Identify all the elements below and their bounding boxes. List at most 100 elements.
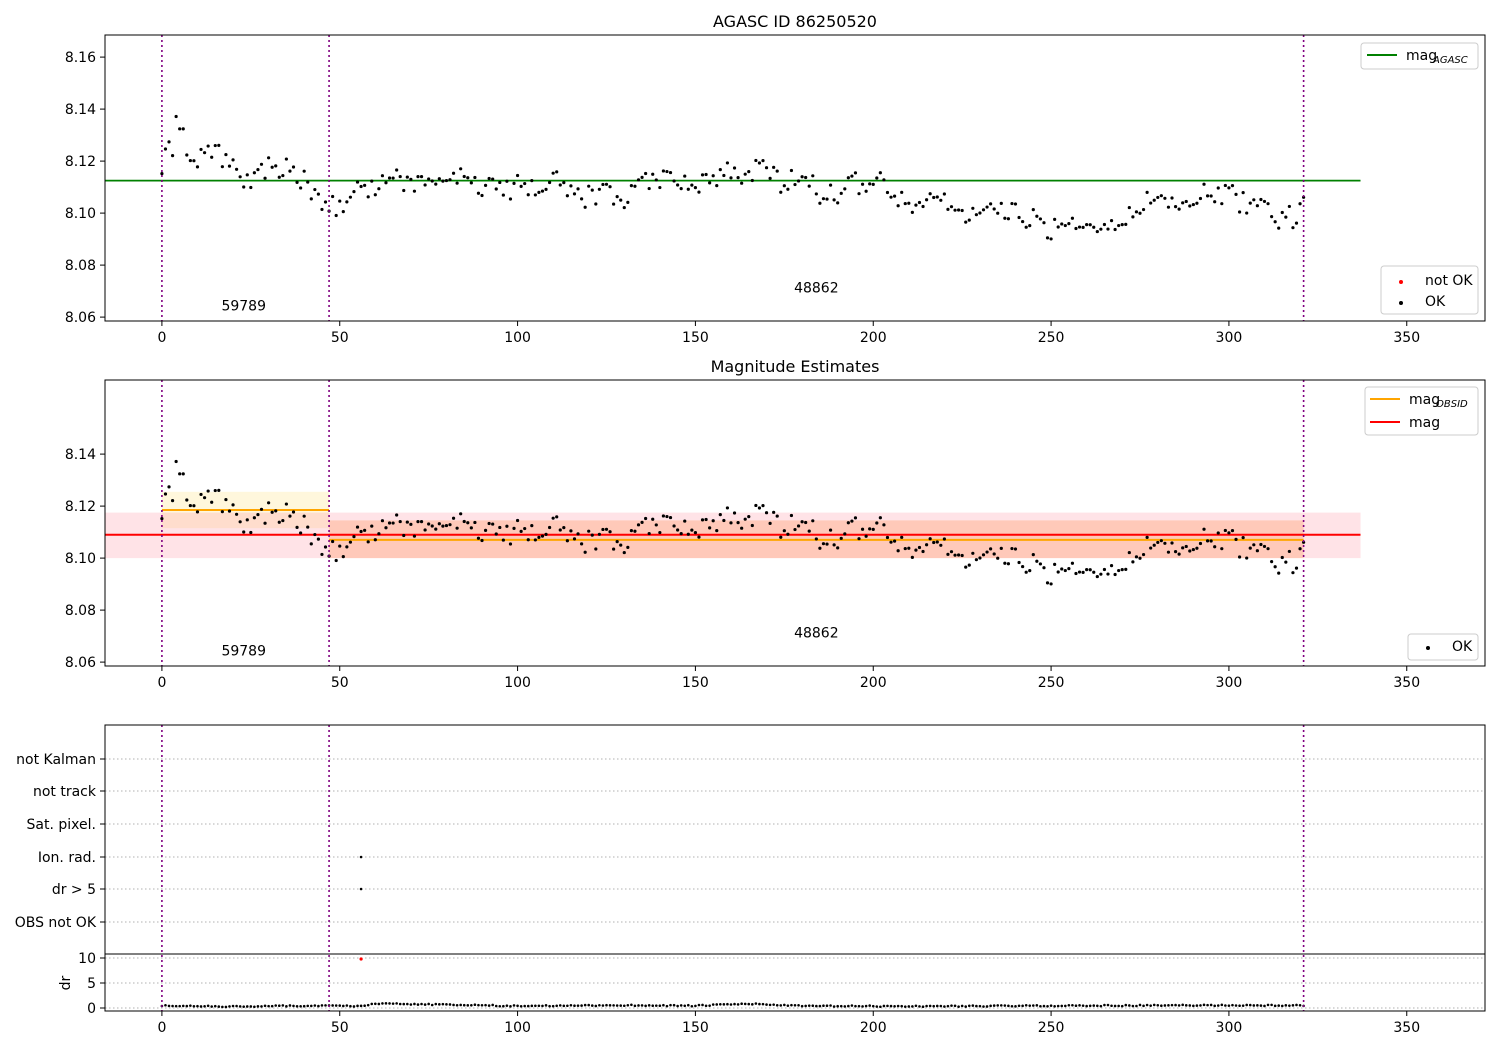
data-point <box>163 147 168 151</box>
dr-point <box>975 1004 978 1008</box>
data-point <box>1237 555 1242 559</box>
dr-point <box>633 1004 637 1008</box>
data-point <box>455 526 459 530</box>
dr-point <box>320 1004 324 1007</box>
data-point <box>804 520 808 525</box>
data-point <box>469 181 473 185</box>
data-point <box>697 190 701 194</box>
data-point <box>800 175 804 179</box>
data-point <box>654 523 658 527</box>
dr-point <box>587 1003 591 1007</box>
data-point <box>971 551 975 555</box>
dr-point <box>274 1004 278 1007</box>
data-point <box>1184 544 1188 549</box>
data-point <box>850 519 854 523</box>
data-point <box>1127 550 1131 555</box>
data-point <box>967 563 971 567</box>
data-point <box>1085 568 1089 572</box>
data-point <box>604 182 609 186</box>
dr-point <box>462 1003 466 1007</box>
dr-point <box>662 1003 665 1007</box>
data-point <box>245 173 249 177</box>
dr-point <box>918 1005 921 1008</box>
data-point <box>1216 531 1220 535</box>
data-point <box>213 143 217 148</box>
data-point <box>661 514 666 518</box>
data-point <box>690 183 694 187</box>
data-point <box>1266 202 1270 206</box>
data-point <box>665 514 669 519</box>
data-point <box>537 190 541 194</box>
dr-point <box>253 1005 256 1009</box>
dr-point <box>640 1004 644 1007</box>
dr-point <box>999 1004 1003 1007</box>
data-point <box>359 529 363 534</box>
y-tick-label: 8.06 <box>65 310 96 326</box>
data-point <box>1045 236 1050 240</box>
data-point <box>836 546 840 550</box>
dr-point <box>398 1002 402 1006</box>
dr-point <box>647 1004 651 1007</box>
dr-point <box>729 1003 733 1006</box>
data-point <box>775 169 779 173</box>
x-tick-label: 250 <box>1038 1020 1065 1036</box>
data-point <box>437 177 441 181</box>
data-point <box>612 202 616 206</box>
dr-point <box>277 1004 281 1008</box>
data-point <box>434 527 438 531</box>
data-point <box>1280 555 1284 560</box>
dr-point <box>558 1004 562 1007</box>
data-point <box>1042 221 1046 225</box>
data-point <box>565 194 569 198</box>
dr-tick-label: 0 <box>87 1001 96 1017</box>
data-point <box>469 526 473 530</box>
data-point <box>1095 229 1099 234</box>
dr-point <box>249 1005 253 1008</box>
data-point <box>964 220 968 224</box>
data-point <box>1191 547 1195 552</box>
data-point <box>515 518 520 523</box>
data-point <box>626 545 630 549</box>
data-point <box>459 167 463 171</box>
data-point <box>949 205 954 209</box>
dr-point <box>786 1004 790 1007</box>
data-point <box>732 166 737 170</box>
dr-point <box>868 1004 871 1007</box>
dr-tick-label: 10 <box>78 951 96 967</box>
agasc-panel: AGASC ID 86250520 59789 48862 0 50 100 150 20… <box>65 12 1486 346</box>
data-point <box>1227 186 1231 190</box>
data-point <box>978 556 982 560</box>
dr-point <box>726 1002 729 1006</box>
data-point <box>231 503 235 507</box>
x-tick-label: 100 <box>504 330 531 346</box>
data-point <box>558 528 562 532</box>
dr-point <box>598 1003 601 1007</box>
dr-point <box>914 1004 918 1008</box>
dr-point <box>270 1004 274 1008</box>
data-point <box>562 181 566 185</box>
data-point <box>917 545 922 550</box>
dr-point <box>1273 1004 1277 1008</box>
dr-point <box>861 1005 864 1008</box>
dr-point <box>921 1005 925 1008</box>
data-point <box>338 544 342 548</box>
data-point <box>1181 201 1185 205</box>
flag-point <box>359 887 363 891</box>
data-point <box>633 184 637 188</box>
dr-point <box>736 1003 740 1006</box>
data-point <box>971 206 975 210</box>
data-point <box>800 520 804 524</box>
data-point <box>395 513 399 517</box>
data-point <box>363 528 367 532</box>
dr-point <box>829 1004 832 1007</box>
dr-point <box>747 1002 751 1006</box>
dr-point <box>1024 1003 1028 1007</box>
data-point <box>572 192 577 196</box>
data-point <box>512 181 516 185</box>
data-point <box>188 158 192 163</box>
data-point <box>594 202 598 206</box>
flag-point <box>359 855 363 859</box>
data-point <box>615 195 619 199</box>
data-point <box>174 459 178 464</box>
data-point <box>533 193 537 197</box>
